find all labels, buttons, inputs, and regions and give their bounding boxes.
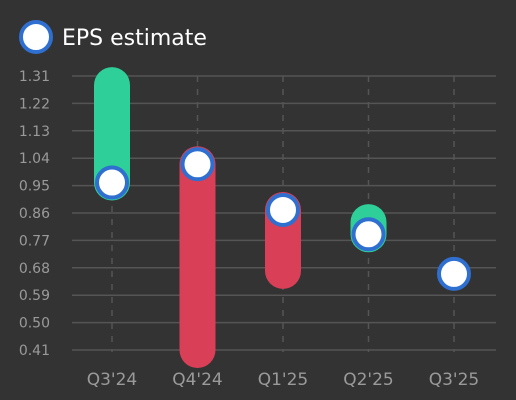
y-tick-label: 0.50 <box>19 316 50 332</box>
legend-label: EPS estimate <box>62 26 207 51</box>
estimate-marker <box>351 217 386 252</box>
x-tick-label: Q1'25 <box>258 370 309 390</box>
miss-bar <box>179 146 216 368</box>
legend-marker <box>19 20 53 54</box>
y-tick-label: 0.68 <box>19 261 50 277</box>
x-tick-label: Q4'24 <box>172 370 223 390</box>
estimate-markers <box>95 147 471 291</box>
y-axis-ticks: 1.31 1.22 1.13 1.04 0.95 0.86 0.77 0.68 0.59 0.50… <box>19 69 50 359</box>
estimate-marker <box>180 147 215 182</box>
x-tick-label: Q2'25 <box>343 370 394 390</box>
y-tick-label: 0.59 <box>19 288 50 304</box>
y-tick-label: 0.86 <box>19 206 50 222</box>
estimate-marker <box>266 192 300 227</box>
x-axis-ticks: Q3'24 Q4'24 Q1'25 Q2'25 Q3'25 <box>87 370 480 390</box>
y-tick-label: 0.41 <box>19 343 50 359</box>
x-tick-label: Q3'24 <box>87 370 138 390</box>
y-tick-label: 1.04 <box>19 151 50 167</box>
beat-bar <box>94 67 130 201</box>
x-tick-label: Q3'25 <box>429 370 480 390</box>
y-tick-label: 0.77 <box>19 233 50 249</box>
legend: EPS estimate <box>19 20 207 54</box>
estimate-marker <box>95 165 129 200</box>
y-tick-label: 1.13 <box>19 124 50 140</box>
y-tick-label: 1.31 <box>19 69 50 85</box>
y-tick-label: 0.95 <box>19 179 50 195</box>
estimate-marker <box>437 256 471 291</box>
y-tick-label: 1.22 <box>19 96 50 112</box>
